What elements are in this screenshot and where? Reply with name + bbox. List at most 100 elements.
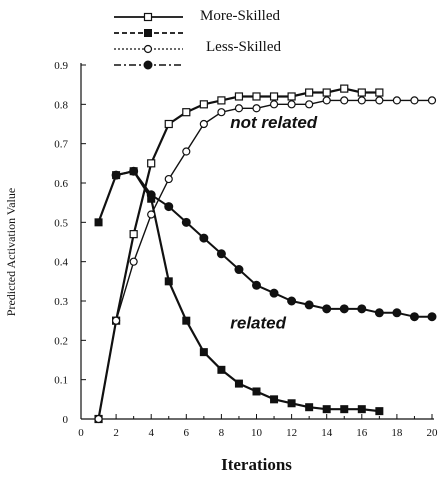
data-point: [374, 308, 384, 318]
data-point: [129, 166, 139, 176]
data-point: [147, 210, 156, 219]
series-less-not-related: [94, 96, 437, 424]
data-point: [181, 217, 191, 227]
annotation-not-related: not related: [230, 113, 318, 132]
x-tick-label: 12: [286, 427, 297, 439]
data-point: [427, 96, 437, 105]
data-point: [409, 312, 419, 322]
annotation-related: related: [230, 314, 286, 333]
data-point: [305, 403, 314, 412]
data-point: [357, 96, 366, 105]
data-point: [322, 96, 331, 105]
data-point: [357, 88, 366, 97]
data-point: [129, 230, 138, 239]
legend-marker: [143, 44, 153, 54]
data-point: [94, 414, 103, 424]
x-tick-label: 6: [184, 427, 190, 439]
x-tick-label: 2: [113, 427, 119, 439]
data-point: [340, 96, 349, 105]
data-point: [199, 348, 208, 357]
data-point: [147, 159, 156, 168]
x-tick-label: 16: [356, 427, 368, 439]
x-tick-label: 8: [219, 427, 225, 439]
data-point: [217, 365, 226, 374]
data-point: [357, 405, 366, 414]
data-point: [322, 304, 332, 314]
x-tick-label: 18: [391, 427, 403, 439]
data-point: [252, 92, 261, 101]
data-point: [199, 233, 209, 243]
data-point: [199, 119, 208, 129]
data-point: [269, 100, 279, 109]
plot-axes: 0 0.1 0.2 0.3 0.4 0.5 0.6 0.7 0.8 0.9 0 2 4 6 8 10 12 14 1…: [54, 60, 438, 439]
legend-sample-more-related: [114, 29, 183, 37]
legend-marker: [144, 29, 152, 37]
data-point: [340, 84, 349, 93]
data-point: [217, 108, 226, 117]
data-point: [305, 100, 314, 109]
data-point: [252, 280, 261, 290]
data-point: [375, 88, 384, 97]
y-tick-label: 0.9: [54, 60, 68, 72]
x-axis-label: Iterations: [221, 455, 292, 474]
data-point: [164, 202, 174, 212]
data-point: [146, 190, 156, 200]
legend: More-Skilled Less-Skilled: [114, 8, 281, 70]
y-tick-label: 0.2: [54, 335, 68, 347]
data-point: [392, 96, 401, 105]
series-less-related: [111, 166, 437, 322]
data-point: [375, 96, 384, 105]
y-tick-label: 0.3: [54, 296, 68, 308]
data-point: [164, 277, 173, 286]
data-point: [375, 407, 384, 416]
data-point: [270, 395, 279, 404]
legend-label-less-skilled: Less-Skilled: [206, 39, 281, 55]
x-tick-label: 10: [251, 427, 263, 439]
y-tick-label: 0.5: [54, 217, 68, 229]
data-point: [339, 304, 349, 314]
data-point: [234, 265, 244, 275]
data-point: [199, 100, 208, 109]
y-tick-label: 0.8: [54, 99, 68, 111]
series-layer: [94, 84, 437, 424]
data-point: [164, 119, 173, 129]
data-point: [304, 300, 314, 310]
data-point: [252, 387, 261, 396]
data-point: [392, 308, 402, 318]
data-point: [340, 405, 349, 414]
legend-marker: [143, 60, 153, 70]
data-point: [252, 104, 261, 113]
data-point: [111, 170, 121, 180]
data-point: [287, 92, 296, 101]
y-tick-label: 0.6: [54, 178, 68, 190]
legend-sample-less-not-related: [114, 44, 183, 54]
data-point: [111, 316, 121, 325]
x-tick-label: 4: [148, 427, 154, 439]
y-axis-label: Predicted Activation Value: [4, 188, 18, 316]
data-point: [322, 88, 331, 97]
data-point: [234, 92, 244, 101]
legend-sample-less-related: [114, 60, 183, 70]
legend-marker: [143, 12, 153, 22]
data-point: [357, 304, 367, 314]
y-tick-label: 0: [63, 414, 69, 426]
legend-sample-more-not-related: [114, 12, 183, 22]
data-point: [164, 174, 173, 184]
data-point: [182, 108, 191, 117]
data-point: [234, 379, 243, 388]
data-point: [269, 92, 279, 101]
y-tick-label: 0.7: [54, 139, 68, 151]
data-point: [410, 96, 419, 105]
x-tick-label: 20: [427, 427, 439, 439]
data-point: [94, 218, 103, 227]
data-point: [234, 104, 244, 113]
data-point: [216, 249, 226, 259]
data-point: [322, 405, 331, 414]
legend-label-more-skilled: More-Skilled: [200, 8, 280, 24]
y-tick-label: 0.4: [54, 257, 68, 269]
y-tick-label: 0.1: [54, 375, 68, 387]
data-point: [182, 147, 191, 156]
x-tick-label: 0: [78, 427, 84, 439]
data-point: [217, 96, 226, 105]
